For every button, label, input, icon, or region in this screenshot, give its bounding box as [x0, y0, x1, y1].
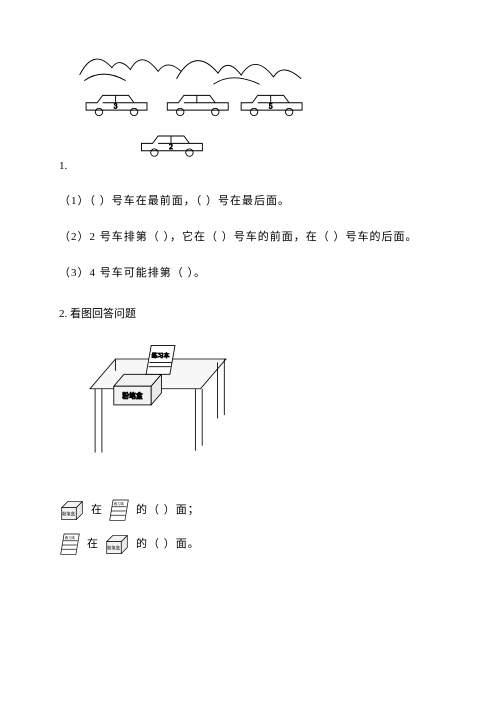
q2-row1: 粉笔盒 在 练习本 的（ ）面；: [59, 498, 445, 524]
notebook-icon: 练习本: [108, 498, 130, 524]
chalkbox-label: 粉笔盒: [122, 391, 143, 400]
row1-after-text: 的（ ）面；: [136, 502, 200, 520]
q1-sub3: （3）4 号车可能排第（ ）。: [59, 265, 445, 283]
chalkbox-icon: 粉笔盒: [59, 499, 85, 523]
cars-figure: 3 5: [75, 40, 315, 169]
q1-sub1-text: （1）（ ）号车在最前面，（ ）号在最后面。: [59, 195, 290, 207]
question-1-number: 1.: [59, 160, 67, 178]
q1-sub2: （2）2 号车排第（ ），它在（ ）号车的前面，在（ ）号车的后面。: [59, 229, 445, 247]
row2-mid-text: 在: [87, 536, 98, 554]
q1-sub3-text: （3）4 号车可能排第（ ）。: [59, 267, 206, 279]
question-1-block: 3 5: [55, 40, 445, 182]
question-2-title: 2. 看图回答问题: [59, 306, 445, 324]
q1-sub2-text: （2）2 号车排第（ ），它在（ ）号车的前面，在（ ）号车的后面。: [59, 231, 418, 243]
row2-after-text: 的（ ）面。: [136, 536, 200, 554]
svg-text:练习本: 练习本: [114, 501, 125, 506]
svg-text:粉笔盒: 粉笔盒: [107, 544, 121, 551]
row1-mid-text: 在: [91, 502, 102, 520]
notebook-label: 练习本: [152, 351, 170, 359]
svg-text:粉笔盒: 粉笔盒: [62, 510, 76, 517]
svg-text:练习本: 练习本: [65, 535, 76, 540]
q2-row2: 练习本 在 粉笔盒 的（ ）面。: [59, 532, 445, 558]
car-number-1: 3: [114, 101, 118, 110]
car-number-3: 5: [269, 101, 273, 110]
worksheet-page: 3 5: [0, 0, 500, 596]
q1-sub1: （1）（ ）号车在最前面，（ ）号在最后面。: [59, 193, 445, 211]
car-number-4: 2: [169, 142, 173, 151]
table-figure: 粉笔盒 练习本: [73, 342, 243, 470]
chalkbox-icon-2: 粉笔盒: [104, 533, 130, 557]
notebook-icon-2: 练习本: [59, 532, 81, 558]
